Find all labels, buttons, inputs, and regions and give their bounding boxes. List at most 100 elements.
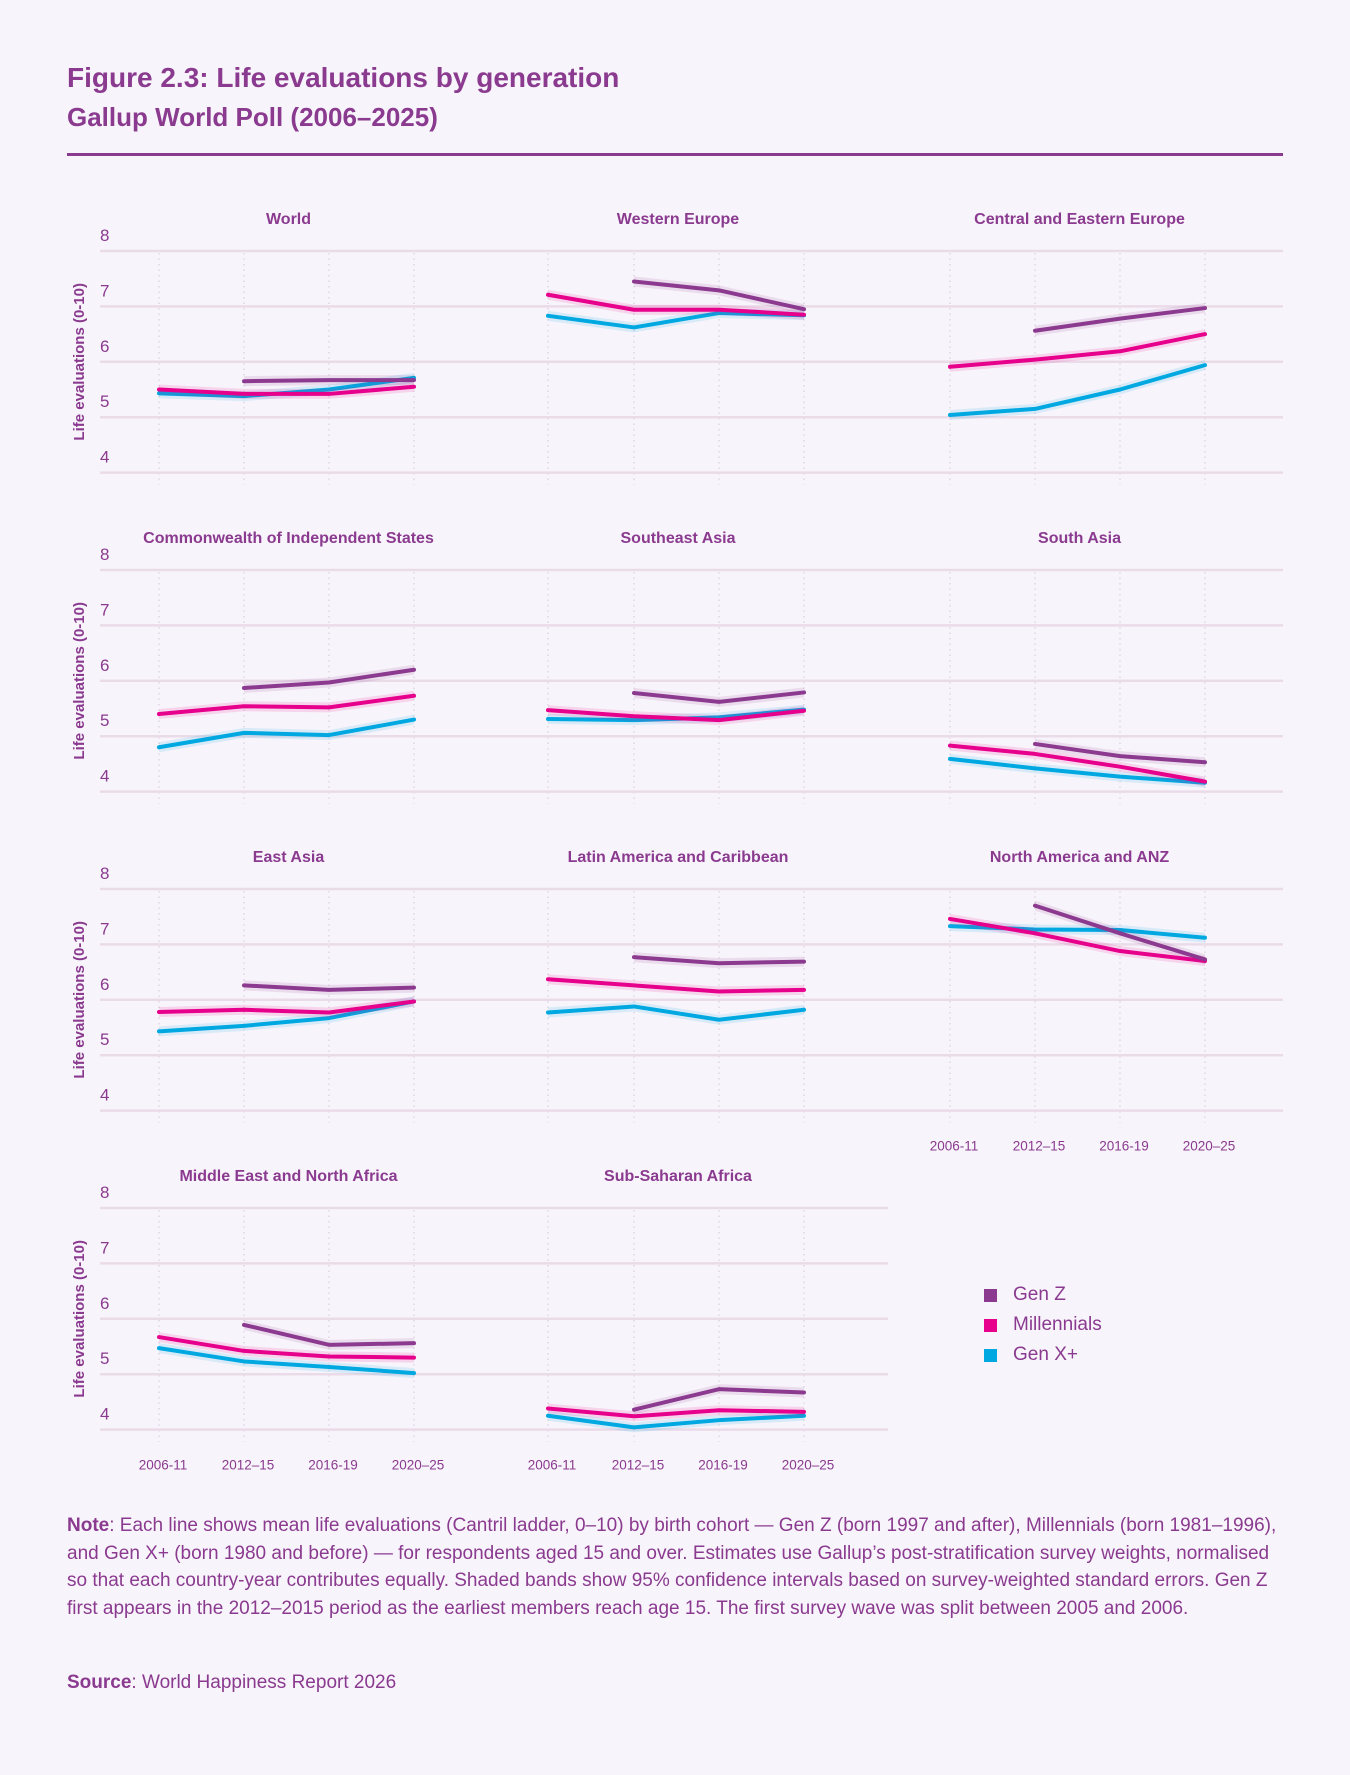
confidence-band (548, 1410, 804, 1433)
series-line-millennials (546, 1406, 806, 1419)
note: Note: Each line shows mean life evaluati… (67, 1512, 1292, 1622)
panel-title: South Asia (1038, 530, 1121, 547)
series-line-gen-z (1033, 306, 1207, 333)
series-line-gen-z (242, 378, 416, 384)
y-axis-label: Life evaluations (0-10) (71, 921, 88, 1079)
series-line-gen-z (242, 1322, 416, 1347)
y-tick-label: 4 (100, 1405, 109, 1424)
figure-title: Figure 2.3: Life evaluations by generati… (67, 62, 620, 93)
series-line-millennials (546, 708, 806, 723)
legend-label: Millennials (1013, 1314, 1102, 1335)
x-tick-label: 2012–15 (1013, 1139, 1066, 1154)
source-text: : World Happiness Report 2026 (131, 1672, 397, 1693)
legend-item-gen-x: Gen X+ (984, 1340, 1102, 1370)
panel-title: Sub-Saharan Africa (604, 1168, 752, 1185)
series-line-gen-x (948, 756, 1207, 785)
confidence-band (548, 705, 804, 726)
confidence-band (950, 921, 1205, 943)
x-tick-label: 2020–25 (1183, 1139, 1236, 1154)
legend-swatch-gen-z (984, 1288, 997, 1302)
panel-title: East Asia (253, 849, 325, 866)
y-tick-label: 4 (100, 448, 109, 467)
x-tick-label: 2016-19 (308, 1458, 358, 1473)
y-tick-label: 5 (100, 711, 109, 730)
note-text: : Each line shows mean life evaluations … (67, 1515, 1277, 1619)
y-tick-label: 5 (100, 1349, 109, 1368)
y-axis-label: Life evaluations (0-10) (71, 602, 88, 760)
y-tick-label: 6 (100, 975, 109, 994)
x-tick-label: 2020–25 (392, 1458, 445, 1473)
x-tick-label: 2006-11 (139, 1458, 188, 1473)
series-line-millennials (948, 743, 1207, 784)
x-tick-label: 2020–25 (782, 1458, 835, 1473)
y-tick-label: 7 (100, 600, 109, 619)
series-line-gen-z (632, 955, 806, 966)
series-line-millennials (157, 384, 416, 396)
series-line-gen-x (546, 1413, 806, 1430)
series-line-millennials (948, 916, 1207, 964)
panel-title: World (266, 211, 311, 228)
series-line-gen-x (157, 999, 416, 1034)
y-tick-label: 7 (100, 1238, 109, 1257)
y-tick-label: 4 (100, 767, 109, 786)
legend-item-millennials: Millennials (984, 1310, 1102, 1340)
series-line-millennials (948, 332, 1207, 369)
panel-title: Western Europe (617, 211, 740, 228)
source: Source: World Happiness Report 2026 (67, 1672, 396, 1694)
x-tick-label: 2016-19 (1099, 1139, 1149, 1154)
confidence-band (548, 974, 804, 997)
series-line-millennials (157, 1335, 416, 1360)
panel-title: Latin America and Caribbean (568, 849, 789, 866)
y-axis-label: Life evaluations (0-10) (71, 283, 88, 441)
panel-title: North America and ANZ (990, 849, 1170, 866)
y-tick-label: 7 (100, 919, 109, 938)
legend-label: Gen Z (1013, 1284, 1066, 1305)
title-divider (67, 153, 1283, 156)
series-line-gen-z (242, 983, 416, 992)
legend-label: Gen X+ (1013, 1344, 1078, 1365)
legend: Gen Z Millennials Gen X+ (984, 1280, 1102, 1370)
x-tick-label: 2006-11 (930, 1139, 979, 1154)
y-tick-label: 6 (100, 656, 109, 675)
series-line-gen-x (157, 717, 416, 750)
series-line-gen-x (157, 1346, 416, 1376)
series-line-gen-z (632, 279, 806, 312)
small-multiples-chart: 4 5 6 7 8 Life evaluations (0-10) 4 5 6 7 8 Life ev… (71, 211, 1283, 1473)
y-tick-label: 8 (100, 545, 109, 564)
series-line-gen-z (632, 690, 806, 704)
x-tick-label: 2012–15 (222, 1458, 275, 1473)
panel-title: Middle East and North Africa (179, 1168, 397, 1185)
confidence-band (634, 687, 804, 707)
series-line-gen-z (632, 1387, 806, 1412)
series-line-millennials (157, 999, 416, 1015)
y-tick-label: 8 (100, 1183, 109, 1202)
series-line-millennials (546, 292, 806, 317)
y-tick-label: 7 (100, 281, 109, 300)
x-tick-label: 2016-19 (698, 1458, 748, 1473)
y-tick-label: 6 (100, 337, 109, 356)
y-tick-label: 4 (100, 1086, 109, 1105)
series-line-millennials (157, 693, 416, 717)
legend-swatch-gen-x (984, 1348, 997, 1362)
confidence-band (244, 980, 414, 995)
series-line-gen-x (948, 363, 1207, 417)
y-tick-label: 6 (100, 1294, 109, 1313)
series-line-gen-x (546, 1004, 806, 1022)
panel-title: Southeast Asia (621, 530, 736, 547)
note-label: Note (67, 1515, 110, 1536)
series-line-gen-z (1033, 741, 1207, 765)
series-line-gen-z (1033, 903, 1207, 962)
panel-title: Commonwealth of Independent States (143, 530, 434, 547)
series-line-millennials (546, 977, 806, 994)
y-tick-label: 5 (100, 1030, 109, 1049)
x-tick-label: 2012–15 (612, 1458, 665, 1473)
legend-swatch-millennials (984, 1318, 997, 1332)
y-tick-label: 5 (100, 392, 109, 411)
series-line-gen-z (242, 667, 416, 691)
legend-item-gen-z: Gen Z (984, 1280, 1102, 1310)
y-tick-label: 8 (100, 864, 109, 883)
figure-subtitle: Gallup World Poll (2006–2025) (67, 102, 438, 132)
source-label: Source (67, 1672, 132, 1693)
y-tick-label: 8 (100, 226, 109, 245)
panel-title: Central and Eastern Europe (974, 211, 1185, 228)
